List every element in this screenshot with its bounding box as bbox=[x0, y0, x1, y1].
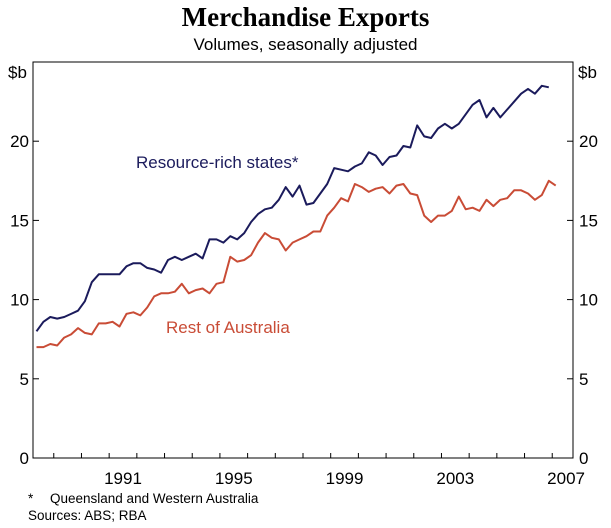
series-label-resource-rich: Resource-rich states* bbox=[136, 153, 299, 172]
axis-ticks: 0 0 5 5 10 10 15 15 20 20 1991 1995 1999 2003 2007 bbox=[10, 132, 598, 488]
series-label-rest-of-australia: Rest of Australia bbox=[166, 318, 290, 337]
y-tick-label-right: 20 bbox=[579, 132, 598, 151]
y-tick-label-right: 5 bbox=[579, 370, 588, 389]
sources-note: Sources: ABS; RBA bbox=[28, 508, 147, 523]
series-lines bbox=[35, 84, 557, 349]
y-tick-label-right: 10 bbox=[579, 291, 598, 310]
chart-title: Merchandise Exports bbox=[181, 2, 430, 32]
footnote-mark: * bbox=[28, 491, 34, 506]
x-tick-label: 1991 bbox=[104, 469, 142, 488]
y-tick-label-right: 0 bbox=[579, 449, 588, 468]
y-tick-label-left: 5 bbox=[20, 370, 29, 389]
x-tick-label: 2003 bbox=[436, 469, 474, 488]
y-tick-label-left: 15 bbox=[10, 211, 29, 230]
x-tick-label: 2007 bbox=[547, 469, 585, 488]
footnotes: * Queensland and Western Australia Source… bbox=[28, 490, 258, 524]
footnote-text: Queensland and Western Australia bbox=[50, 491, 259, 506]
x-tick-label: 1995 bbox=[215, 469, 253, 488]
y-tick-label-left: 10 bbox=[10, 291, 29, 310]
y-tick-label-left: 0 bbox=[20, 449, 29, 468]
series-line-resource-rich bbox=[35, 84, 550, 332]
y-tick-label-left: 20 bbox=[10, 132, 29, 151]
chart-subtitle: Volumes, seasonally adjusted bbox=[193, 35, 418, 54]
y-axis-unit-right: $b bbox=[578, 63, 597, 82]
plot-frame bbox=[32, 61, 574, 459]
y-tick-label-right: 15 bbox=[579, 211, 598, 230]
y-axis-unit-left: $b bbox=[8, 63, 27, 82]
x-tick-label: 1999 bbox=[326, 469, 364, 488]
footnote: * Queensland and Western Australia bbox=[28, 490, 258, 507]
series-line-rest-of-australia bbox=[36, 179, 557, 349]
